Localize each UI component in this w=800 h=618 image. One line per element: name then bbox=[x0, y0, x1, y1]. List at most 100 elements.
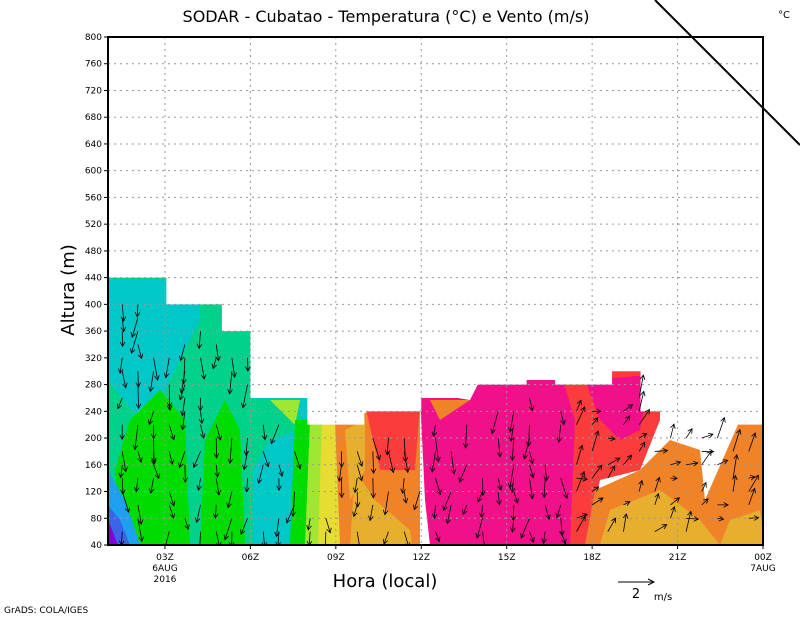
wind-arrow bbox=[509, 411, 515, 432]
wind-arrow bbox=[623, 501, 631, 506]
wind-arrow-head bbox=[122, 466, 128, 473]
wind-arrow-head bbox=[430, 467, 436, 473]
wind-arrow-head bbox=[674, 497, 681, 503]
wind-arrow bbox=[184, 518, 189, 530]
reference-unit: m/s bbox=[654, 592, 672, 603]
wind-arrow-head bbox=[138, 536, 144, 543]
wind-arrow-head bbox=[137, 519, 144, 525]
wind-arrow-head bbox=[154, 375, 160, 381]
wind-arrow-head bbox=[559, 530, 565, 537]
wind-arrow bbox=[491, 411, 499, 434]
wind-arrow-head bbox=[750, 487, 756, 494]
wind-arrow-head bbox=[242, 464, 248, 471]
wind-arrow bbox=[338, 464, 342, 482]
wind-arrow-head bbox=[270, 438, 276, 445]
wind-arrow bbox=[386, 438, 389, 455]
wind-arrow bbox=[278, 464, 283, 477]
wind-arrow bbox=[227, 491, 233, 508]
wind-arrow-head bbox=[675, 460, 682, 466]
x-tick-label: 21Z bbox=[669, 553, 687, 563]
wind-arrow bbox=[431, 451, 436, 473]
wind-arrow bbox=[701, 498, 709, 506]
wind-arrow-head bbox=[337, 476, 343, 483]
wind-arrow-head bbox=[227, 389, 233, 395]
wind-arrow-head bbox=[179, 355, 185, 362]
wind-arrow bbox=[165, 531, 170, 545]
wind-arrow-head bbox=[490, 428, 496, 435]
wind-arrow bbox=[243, 451, 248, 470]
wind-arrow-head bbox=[543, 475, 549, 482]
wind-arrow bbox=[435, 531, 440, 542]
wind-arrow-head bbox=[129, 348, 136, 354]
wind-arrow bbox=[200, 357, 205, 379]
wind-arrow-head bbox=[508, 427, 514, 433]
wind-arrow bbox=[623, 513, 627, 532]
wind-arrow-head bbox=[593, 486, 600, 492]
wind-arrow-head bbox=[326, 527, 332, 534]
wind-arrow-head bbox=[198, 418, 205, 425]
wind-arrow bbox=[638, 409, 650, 425]
colorbar-unit: °C bbox=[778, 10, 790, 21]
wind-arrow-head bbox=[497, 485, 503, 491]
wind-arrow bbox=[685, 511, 692, 532]
wind-arrow bbox=[119, 357, 123, 374]
wind-arrow bbox=[215, 478, 220, 495]
wind-arrow bbox=[325, 518, 331, 533]
wind-arrow-head bbox=[431, 431, 437, 438]
wind-arrow-head bbox=[196, 343, 203, 350]
wind-arrow-head bbox=[529, 472, 535, 479]
wind-arrow bbox=[200, 424, 205, 439]
wind-arrow bbox=[193, 451, 201, 468]
wind-arrow-head bbox=[733, 454, 739, 460]
wind-arrow bbox=[576, 445, 583, 465]
wind-arrow-head bbox=[578, 444, 584, 451]
wind-arrow-head bbox=[370, 493, 376, 499]
wind-arrow bbox=[137, 518, 143, 542]
wind-arrow-head bbox=[120, 489, 126, 495]
wind-arrow-head bbox=[245, 366, 251, 372]
wind-arrow-head bbox=[639, 374, 646, 380]
wind-arrow-head bbox=[555, 512, 561, 519]
wind-arrow-head bbox=[627, 404, 634, 410]
wind-arrow-head bbox=[130, 332, 137, 338]
wind-arrow-head bbox=[479, 512, 485, 519]
wind-arrow bbox=[591, 430, 599, 452]
wind-arrow bbox=[748, 517, 759, 519]
wind-arrow-head bbox=[197, 548, 202, 553]
wind-arrow bbox=[654, 493, 659, 506]
wind-arrow-head bbox=[576, 399, 582, 406]
wind-arrow-head bbox=[211, 363, 217, 370]
wind-arrow bbox=[481, 504, 483, 518]
x-tick-label: 09Z bbox=[327, 553, 345, 563]
y-tick-label: 200 bbox=[85, 434, 102, 444]
y-tick-label: 480 bbox=[85, 247, 102, 257]
wind-arrow-head bbox=[244, 487, 250, 493]
wind-arrow-head bbox=[597, 497, 604, 503]
wind-arrow-head bbox=[132, 444, 139, 451]
wind-arrow bbox=[670, 497, 680, 506]
wind-arrow-head bbox=[120, 316, 127, 322]
wind-arrow-head bbox=[541, 492, 548, 499]
wind-arrow bbox=[168, 451, 173, 465]
y-axis-label: Altura (m) bbox=[58, 244, 79, 336]
wind-arrow bbox=[121, 531, 123, 545]
wind-arrow bbox=[240, 518, 248, 535]
wind-arrow-head bbox=[370, 468, 377, 475]
wind-arrow bbox=[229, 371, 233, 394]
wind-arrow-head bbox=[693, 516, 700, 522]
wind-arrow-head bbox=[134, 311, 141, 318]
wind-arrow bbox=[544, 504, 550, 520]
wind-arrow-head bbox=[352, 487, 359, 494]
wind-arrow-head bbox=[180, 424, 186, 431]
wind-arrow bbox=[181, 397, 186, 416]
wind-arrow bbox=[245, 438, 248, 456]
wind-arrow-head bbox=[614, 457, 621, 463]
wind-arrow bbox=[435, 478, 441, 495]
wind-arrow-head bbox=[306, 524, 312, 531]
x-axis-label: Hora (local) bbox=[333, 571, 438, 592]
wind-arrow bbox=[353, 504, 358, 517]
wind-arrow-head bbox=[196, 485, 202, 491]
wind-arrow bbox=[246, 478, 248, 492]
wind-arrow bbox=[435, 438, 439, 462]
wind-arrow-head bbox=[402, 498, 409, 504]
